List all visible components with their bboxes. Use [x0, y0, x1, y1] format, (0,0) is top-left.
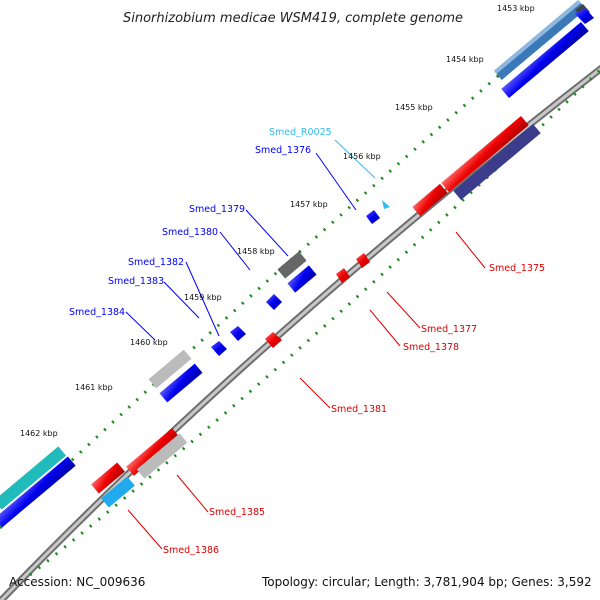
gene-block	[101, 476, 135, 508]
gene-label[interactable]: Smed_1376	[255, 145, 311, 156]
gene-label[interactable]: Smed_1386	[163, 545, 219, 556]
gene-block	[148, 349, 192, 389]
gene-label[interactable]: Smed_1385	[209, 507, 265, 518]
gene-block	[91, 462, 125, 494]
kbp-marker: 1458 kbp	[237, 247, 275, 256]
gene-label[interactable]: Smed_1382	[128, 257, 184, 268]
region-block	[494, 0, 586, 80]
gene-arrow	[575, 8, 594, 24]
gene-arrow	[266, 294, 282, 310]
gene-label[interactable]: Smed_1378	[403, 342, 459, 353]
gene-label[interactable]: Smed_1384	[69, 307, 125, 318]
gene-block	[287, 265, 317, 293]
label-callouts	[125, 139, 486, 550]
gene-label[interactable]: Smed_1383	[108, 276, 164, 287]
gene-arrow	[230, 326, 246, 341]
gene-block	[159, 363, 203, 403]
genome-backbone	[0, 64, 600, 600]
gene-label[interactable]: Smed_R0025	[269, 127, 332, 138]
kbp-marker: 1456 kbp	[343, 152, 381, 161]
gene-block	[501, 21, 589, 99]
gene-arrow	[211, 341, 227, 356]
gene-arrow	[336, 268, 350, 283]
gene-arrow	[356, 253, 370, 268]
gene-block	[136, 433, 188, 479]
inner-tick-track	[29, 68, 600, 577]
gene-block	[453, 123, 541, 201]
gene-block	[441, 115, 529, 193]
kbp-marker: 1457 kbp	[290, 200, 328, 209]
gene-arrow	[382, 200, 390, 209]
gene-block	[126, 428, 180, 476]
kbp-marker: 1459 kbp	[184, 293, 222, 302]
kbp-marker: 1455 kbp	[395, 103, 433, 112]
reverse-gene-labels: Smed_1375 Smed_1377 Smed_1378 Smed_1381 …	[163, 263, 545, 556]
gene-label[interactable]: Smed_1377	[421, 324, 477, 335]
map-title: Sinorhizobium medicae WSM419, complete g…	[123, 11, 463, 26]
genome-summary-text: Topology: circular; Length: 3,781,904 bp…	[261, 575, 592, 589]
gene-arrow	[366, 210, 380, 224]
kbp-marker: 1462 kbp	[20, 429, 58, 438]
gene-label[interactable]: Smed_1375	[489, 263, 545, 274]
gene-arrow	[265, 332, 282, 348]
gene-block	[0, 456, 76, 528]
gene-label[interactable]: Smed_1380	[162, 227, 218, 238]
gene-label[interactable]: Smed_1379	[189, 204, 245, 215]
kbp-markers: 1453 kbp 1454 kbp 1455 kbp 1456 kbp 1457…	[20, 4, 535, 438]
kbp-marker: 1460 kbp	[130, 338, 168, 347]
gene-block	[412, 183, 448, 217]
feature-blocks	[0, 0, 594, 528]
gene-label[interactable]: Smed_1381	[331, 404, 387, 415]
kbp-marker: 1461 kbp	[75, 383, 113, 392]
accession-text: Accession: NC_009636	[9, 575, 145, 589]
region-block	[0, 446, 67, 510]
forward-gene-labels: Smed_R0025 Smed_1376 Smed_1379 Smed_1380…	[69, 127, 332, 318]
kbp-marker: 1454 kbp	[446, 55, 484, 64]
kbp-marker: 1453 kbp	[497, 4, 535, 13]
gene-block	[277, 251, 307, 279]
